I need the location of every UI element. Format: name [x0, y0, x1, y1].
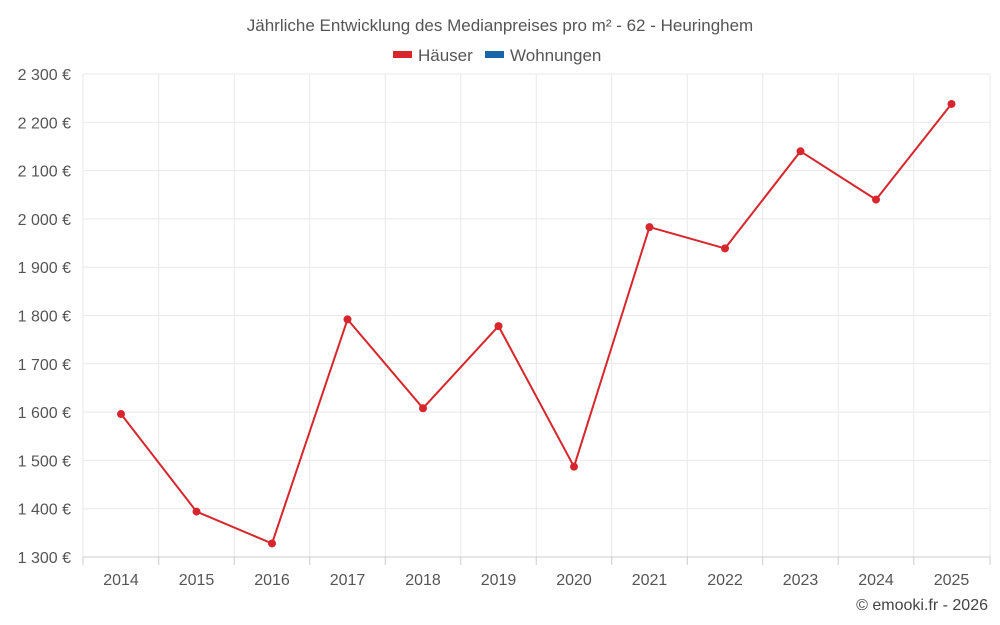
data-point: [645, 223, 654, 232]
y-tick-label: 1 700 €: [18, 357, 71, 374]
chart-legend: Häuser Wohnungen: [393, 46, 601, 65]
y-tick-label: 1 900 €: [18, 260, 71, 277]
y-tick-label: 2 100 €: [18, 164, 71, 181]
y-tick-label: 1 600 €: [18, 405, 71, 422]
y-tick-label: 1 500 €: [18, 453, 71, 470]
y-axis-labels: 1 300 € 1 400 € 1 500 € 1 600 € 1 700 € 1 800…: [18, 67, 71, 567]
y-tick-label: 2 300 €: [18, 67, 71, 84]
data-point: [796, 147, 805, 156]
y-tick-label: 1 800 €: [18, 309, 71, 326]
chart-title: Jährliche Entwicklung des Medianpreises …: [247, 16, 753, 35]
credit-text: © emooki.fr - 2026: [856, 597, 988, 614]
legend-swatch-0: [393, 51, 412, 58]
x-tick-label: 2014: [103, 572, 139, 589]
y-tick-label: 2 000 €: [18, 212, 71, 229]
legend-label-0: Häuser: [418, 46, 473, 65]
x-axis-labels: 2014 2015 2016 2017 2018 2019 2020 2021 2022 2023…: [103, 572, 969, 589]
data-point: [192, 507, 201, 516]
data-point: [872, 195, 880, 204]
series-line-0: [120, 103, 953, 545]
y-tick-label: 1 300 €: [18, 550, 71, 567]
data-point: [343, 315, 352, 324]
x-tick-label: 2020: [556, 572, 592, 589]
x-tick-label: 2025: [934, 572, 970, 589]
x-axis: [82, 556, 991, 565]
data-point: [117, 410, 125, 419]
x-tick-label: 2015: [179, 572, 215, 589]
legend-label-1: Wohnungen: [510, 46, 601, 65]
data-point: [419, 404, 427, 413]
x-tick-label: 2019: [481, 572, 517, 589]
x-tick-label: 2023: [783, 572, 819, 589]
data-point: [721, 244, 729, 253]
legend-swatch-1: [485, 51, 504, 58]
y-tick-label: 2 200 €: [18, 115, 71, 132]
data-point: [268, 539, 276, 548]
x-tick-label: 2024: [858, 572, 894, 589]
data-point: [947, 99, 956, 108]
data-point: [494, 322, 503, 331]
x-tick-label: 2022: [707, 572, 743, 589]
series-layer: [117, 99, 956, 548]
x-tick-label: 2018: [405, 572, 441, 589]
y-tick-label: 1 400 €: [18, 502, 71, 519]
x-gridlines: [82, 74, 991, 557]
x-tick-label: 2017: [330, 572, 366, 589]
x-tick-label: 2016: [254, 572, 290, 589]
x-tick-label: 2021: [632, 572, 668, 589]
data-point: [570, 462, 578, 471]
